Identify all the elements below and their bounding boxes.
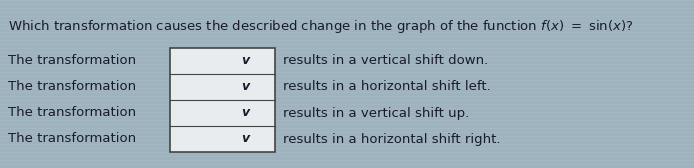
Text: v: v: [242, 133, 250, 145]
Bar: [170, 48, 275, 152]
Text: results in a vertical shift up.: results in a vertical shift up.: [283, 107, 469, 119]
Text: The transformation: The transformation: [8, 54, 136, 68]
Text: v: v: [242, 107, 250, 119]
Text: results in a vertical shift down.: results in a vertical shift down.: [283, 54, 489, 68]
Text: The transformation: The transformation: [8, 107, 136, 119]
Text: Which transformation causes the described change in the graph of the function $f: Which transformation causes the describe…: [8, 18, 634, 35]
Text: The transformation: The transformation: [8, 80, 136, 94]
Text: v: v: [242, 54, 250, 68]
Text: results in a horizontal shift left.: results in a horizontal shift left.: [283, 80, 491, 94]
Text: results in a horizontal shift right.: results in a horizontal shift right.: [283, 133, 500, 145]
Text: v: v: [242, 80, 250, 94]
Text: The transformation: The transformation: [8, 133, 136, 145]
